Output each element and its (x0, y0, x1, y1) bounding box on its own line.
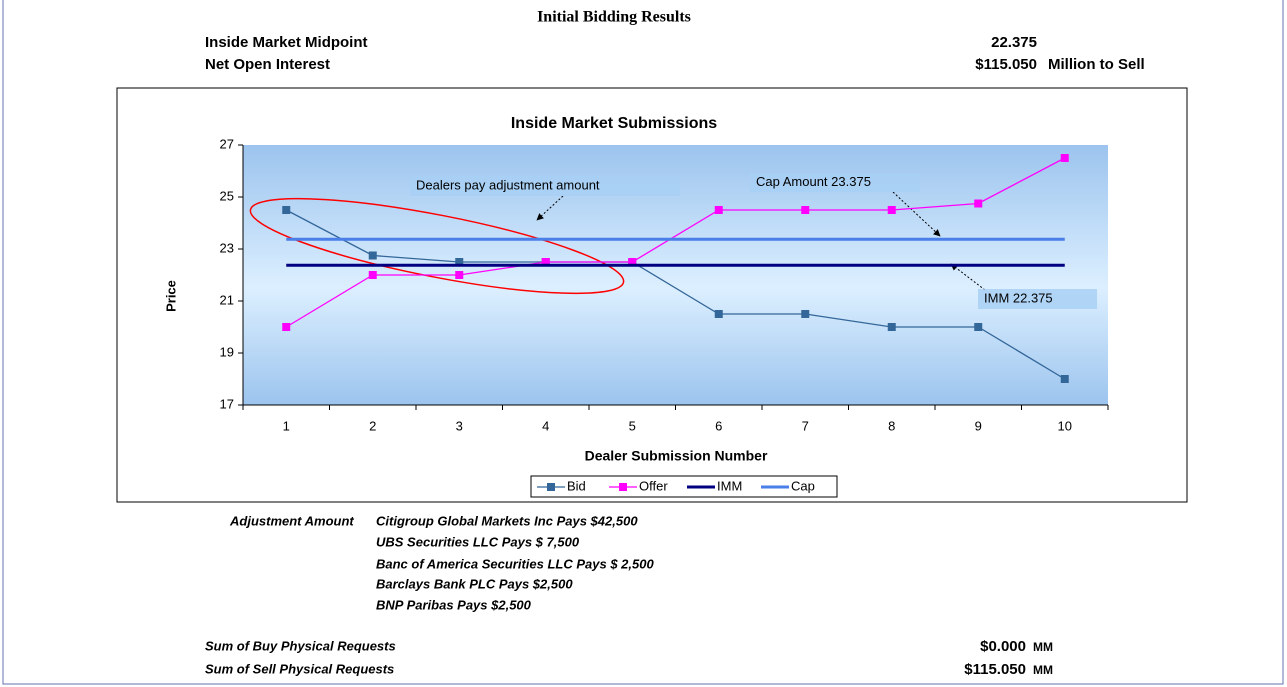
x-tick-label: 6 (715, 418, 722, 433)
highlight-ellipse (249, 197, 625, 295)
x-tick-label: 4 (542, 418, 549, 433)
adjustment-line: Banc of America Securities LLC Pays $ 2,… (376, 556, 654, 571)
sum-value: $115.050 (964, 661, 1026, 678)
point-marker (974, 199, 983, 208)
sum-unit: MM (1033, 663, 1053, 677)
adjustment-line: UBS Securities LLC Pays $ 7,500 (376, 534, 580, 549)
point-marker (1060, 154, 1069, 162)
sum-label: Sum of Buy Physical Requests (205, 638, 396, 653)
adjustment-label: Adjustment Amount (229, 513, 354, 528)
annotation-box (978, 289, 1097, 309)
annotation-box (410, 176, 680, 196)
series-line (285, 157, 1066, 328)
point-marker (455, 271, 464, 279)
legend-label: IMM (717, 478, 742, 493)
row-value: $115.050 (975, 56, 1037, 73)
legend-label: Bid (567, 478, 586, 493)
point-marker (801, 206, 810, 214)
chart-title: Inside Market Submissions (511, 115, 717, 132)
x-tick-label: 7 (802, 418, 809, 433)
point-marker (282, 206, 291, 214)
point-marker (368, 251, 377, 260)
series-line (285, 209, 1066, 380)
x-tick-label: 8 (888, 418, 895, 433)
legend-label: Cap (791, 478, 815, 493)
point-marker (282, 323, 291, 331)
y-tick-label: 27 (220, 136, 234, 151)
legend-marker (547, 483, 555, 491)
adjustment-line: Citigroup Global Markets Inc Pays $42,50… (376, 513, 638, 528)
y-tick-label: 19 (220, 344, 234, 359)
annotation-box (750, 173, 920, 192)
annotation: IMM 22.375 (984, 290, 1053, 305)
y-tick-label: 25 (220, 188, 234, 203)
x-tick-label: 5 (629, 418, 636, 433)
x-tick-label: 2 (369, 418, 376, 433)
y-axis-label: Price (163, 280, 178, 312)
point-marker (541, 258, 550, 266)
x-axis-label: Dealer Submission Number (585, 448, 768, 464)
point-marker (1060, 375, 1069, 383)
sum-unit: MM (1033, 640, 1053, 654)
point-marker (801, 310, 810, 318)
point-marker (714, 206, 723, 214)
legend-label: Offer (639, 478, 668, 493)
point-marker (974, 323, 983, 331)
sum-value: $0.000 (980, 638, 1026, 655)
annotation: Cap Amount 23.375 (756, 174, 871, 189)
legend (530, 475, 838, 498)
row-unit: Million to Sell (1048, 56, 1145, 73)
adjustment-line: BNP Paribas Pays $2,500 (376, 597, 532, 612)
page-title: Initial Bidding Results (537, 9, 691, 26)
point-marker (714, 310, 723, 318)
y-tick-label: 17 (220, 396, 234, 411)
x-tick-label: 1 (283, 418, 290, 433)
row-value: 22.375 (991, 34, 1037, 51)
point-marker (628, 258, 637, 266)
annotation-arrows (536, 191, 986, 291)
row-label: Inside Market Midpoint (205, 34, 368, 51)
point-marker (887, 323, 896, 331)
x-tick-label: 9 (975, 418, 982, 433)
y-tick-label: 21 (220, 292, 234, 307)
x-tick-label: 3 (456, 418, 463, 433)
point-marker (368, 271, 377, 279)
y-tick-label: 23 (220, 240, 234, 255)
point-marker (887, 206, 896, 214)
annotation: Dealers pay adjustment amount (416, 177, 600, 192)
adjustment-line: Barclays Bank PLC Pays $2,500 (376, 576, 573, 591)
x-tick-label: 10 (1058, 418, 1072, 433)
row-label: Net Open Interest (205, 56, 330, 73)
legend-marker (619, 483, 627, 491)
sum-label: Sum of Sell Physical Requests (205, 661, 394, 676)
point-marker (455, 258, 464, 266)
